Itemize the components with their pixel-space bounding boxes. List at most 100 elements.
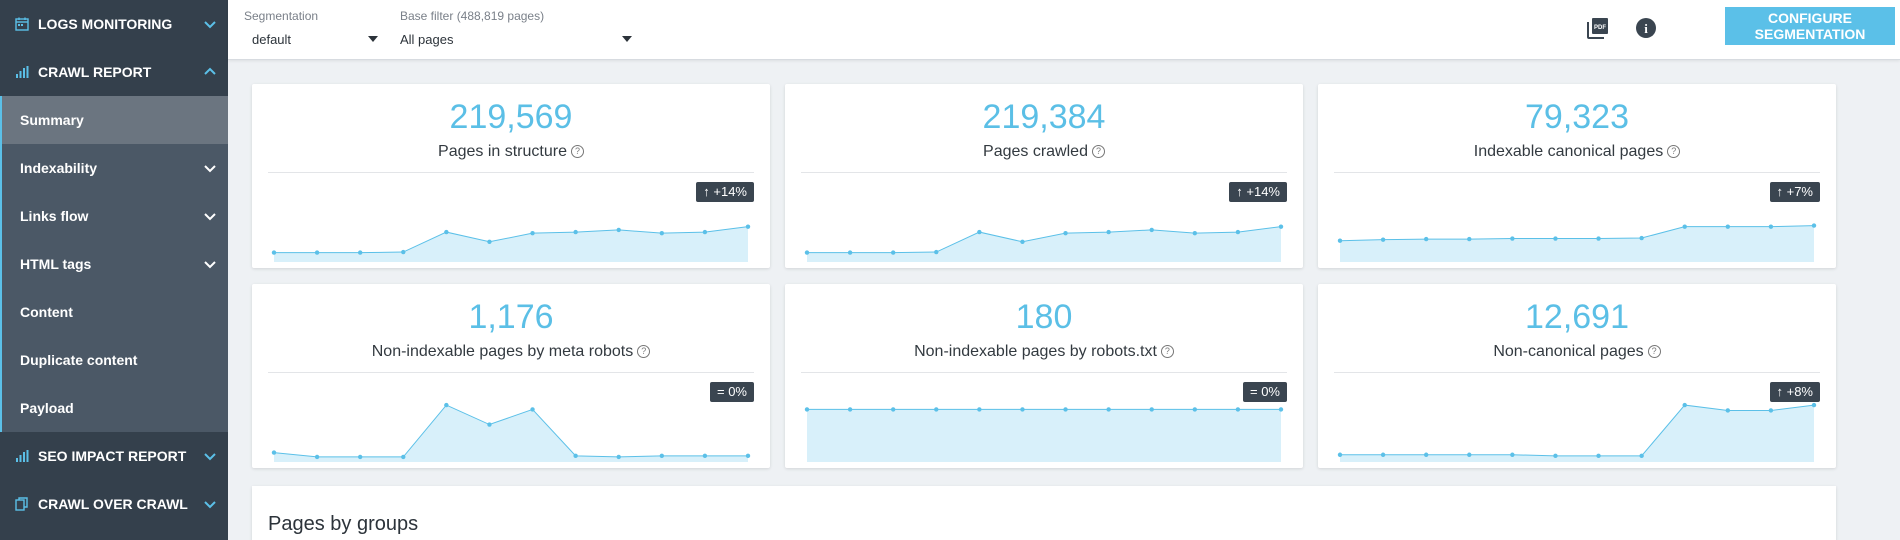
configure-segmentation-button[interactable]: CONFIGURE SEGMENTATION (1725, 7, 1895, 45)
sparkline-point[interactable] (1596, 453, 1601, 459)
sparkline-point[interactable] (1811, 402, 1817, 408)
sidebar-item-html-tags[interactable]: HTML tags (0, 240, 228, 288)
sparkline-point[interactable] (1811, 223, 1817, 228)
sparkline-point[interactable] (1149, 227, 1154, 233)
sparkline-point[interactable] (934, 407, 939, 412)
sparkline-point[interactable] (271, 450, 277, 455)
info-icon[interactable]: i (1634, 16, 1658, 40)
sparkline-point[interactable] (1510, 236, 1515, 241)
sparkline-point[interactable] (702, 229, 708, 235)
sparkline-point[interactable] (890, 250, 896, 255)
sparkline-point[interactable] (1278, 224, 1284, 229)
sparkline-point[interactable] (890, 407, 896, 412)
sparkline-point[interactable] (1596, 236, 1601, 241)
sparkline-point[interactable] (977, 229, 982, 235)
help-icon[interactable]: ? (637, 345, 651, 359)
help-icon[interactable]: ? (1647, 345, 1661, 359)
sparkline-point[interactable] (1510, 452, 1515, 457)
sidebar-item-content[interactable]: Content (0, 288, 228, 336)
sparkline-point[interactable] (1337, 452, 1343, 457)
sparkline-point[interactable] (444, 229, 449, 235)
pdf-icon[interactable]: PDF (1586, 16, 1610, 40)
sparkline-point[interactable] (1553, 236, 1558, 241)
sidebar-section-crawl-report[interactable]: CRAWL REPORT (0, 48, 228, 96)
sparkline-point[interactable] (1235, 407, 1241, 412)
sidebar-section-crawl-over-crawl[interactable]: CRAWL OVER CRAWL (0, 480, 228, 528)
sparkline-point[interactable] (847, 407, 853, 412)
base-filter-select[interactable]: All pages (400, 24, 636, 52)
sparkline-point[interactable] (530, 230, 535, 236)
sparkline-point[interactable] (1682, 224, 1687, 229)
sparkline-point[interactable] (659, 230, 665, 236)
sparkline-point[interactable] (847, 250, 853, 255)
sparkline-point[interactable] (1063, 407, 1068, 412)
sparkline-point[interactable] (1639, 235, 1644, 241)
sparkline-point[interactable] (1278, 407, 1284, 412)
sparkline-point[interactable] (1467, 236, 1472, 242)
help-icon[interactable]: ? (1160, 345, 1174, 359)
sparkline-point[interactable] (487, 422, 492, 427)
sparkline-point[interactable] (1192, 407, 1198, 412)
metric-card[interactable]: 79,323 Indexable canonical pages? ↑ +7% (1318, 84, 1836, 268)
sparkline-point[interactable] (1192, 230, 1198, 236)
sparkline-point[interactable] (745, 224, 751, 229)
sidebar-item-links-flow[interactable]: Links flow (0, 192, 228, 240)
sparkline-point[interactable] (314, 250, 320, 255)
metric-card[interactable]: 1,176 Non-indexable pages by meta robots… (252, 284, 770, 468)
sparkline-point[interactable] (702, 453, 708, 459)
sparkline-point[interactable] (1725, 408, 1731, 413)
help-icon[interactable]: ? (570, 145, 584, 159)
sparkline-point[interactable] (1149, 407, 1154, 412)
segmentation-select[interactable]: default (244, 24, 384, 52)
sparkline-point[interactable] (357, 250, 363, 255)
metric-card[interactable]: 12,691 Non-canonical pages? ↑ +8% (1318, 284, 1836, 468)
sidebar-section-logs-monitoring[interactable]: LOGS MONITORING (0, 0, 228, 48)
sparkline-point[interactable] (934, 249, 939, 255)
metric-card[interactable]: 180 Non-indexable pages by robots.txt? =… (785, 284, 1303, 468)
sparkline-point[interactable] (357, 454, 363, 460)
sidebar-item-summary[interactable]: Summary (0, 96, 228, 144)
sparkline-point[interactable] (1106, 229, 1111, 235)
sparkline-point[interactable] (804, 407, 810, 412)
sparkline-point[interactable] (1063, 230, 1068, 236)
sparkline-point[interactable] (271, 250, 277, 255)
sparkline-point[interactable] (401, 249, 406, 255)
sparkline-point[interactable] (1020, 407, 1025, 412)
sparkline-point[interactable] (530, 407, 535, 412)
sparkline-point[interactable] (573, 229, 578, 235)
sparkline-point[interactable] (573, 453, 578, 459)
sparkline-point[interactable] (1337, 238, 1343, 243)
help-icon[interactable]: ? (1091, 145, 1105, 159)
sparkline-point[interactable] (1467, 452, 1472, 457)
sidebar-item-payload[interactable]: Payload (0, 384, 228, 432)
sparkline-point[interactable] (616, 227, 621, 233)
sparkline-point[interactable] (1553, 453, 1558, 459)
help-icon[interactable]: ? (1667, 145, 1681, 159)
sparkline-point[interactable] (1020, 239, 1025, 244)
sparkline-point[interactable] (1423, 452, 1429, 457)
sparkline-point[interactable] (659, 453, 665, 459)
metric-card[interactable]: 219,569 Pages in structure? ↑ +14% (252, 84, 770, 268)
sparkline-point[interactable] (444, 402, 449, 408)
sparkline-point[interactable] (1106, 407, 1111, 412)
sparkline-point[interactable] (1682, 402, 1687, 408)
sparkline-point[interactable] (1380, 237, 1386, 242)
sidebar-item-indexability[interactable]: Indexability (0, 144, 228, 192)
sparkline-point[interactable] (1639, 453, 1644, 459)
sidebar-section-seo-impact-report[interactable]: SEO IMPACT REPORT (0, 432, 228, 480)
sidebar-item-duplicate-content[interactable]: Duplicate content (0, 336, 228, 384)
sparkline-point[interactable] (1725, 224, 1731, 229)
sparkline-point[interactable] (804, 250, 810, 255)
sparkline-point[interactable] (1380, 452, 1386, 457)
sparkline-point[interactable] (314, 454, 320, 460)
sparkline-point[interactable] (401, 454, 406, 460)
sparkline-point[interactable] (1768, 408, 1774, 413)
sparkline-point[interactable] (616, 454, 621, 460)
sparkline-point[interactable] (487, 239, 492, 244)
sparkline-point[interactable] (745, 453, 751, 459)
sparkline-point[interactable] (977, 407, 982, 412)
sparkline-point[interactable] (1235, 229, 1241, 235)
sparkline-point[interactable] (1423, 236, 1429, 242)
metric-card[interactable]: 219,384 Pages crawled? ↑ +14% (785, 84, 1303, 268)
sparkline-point[interactable] (1768, 224, 1774, 229)
